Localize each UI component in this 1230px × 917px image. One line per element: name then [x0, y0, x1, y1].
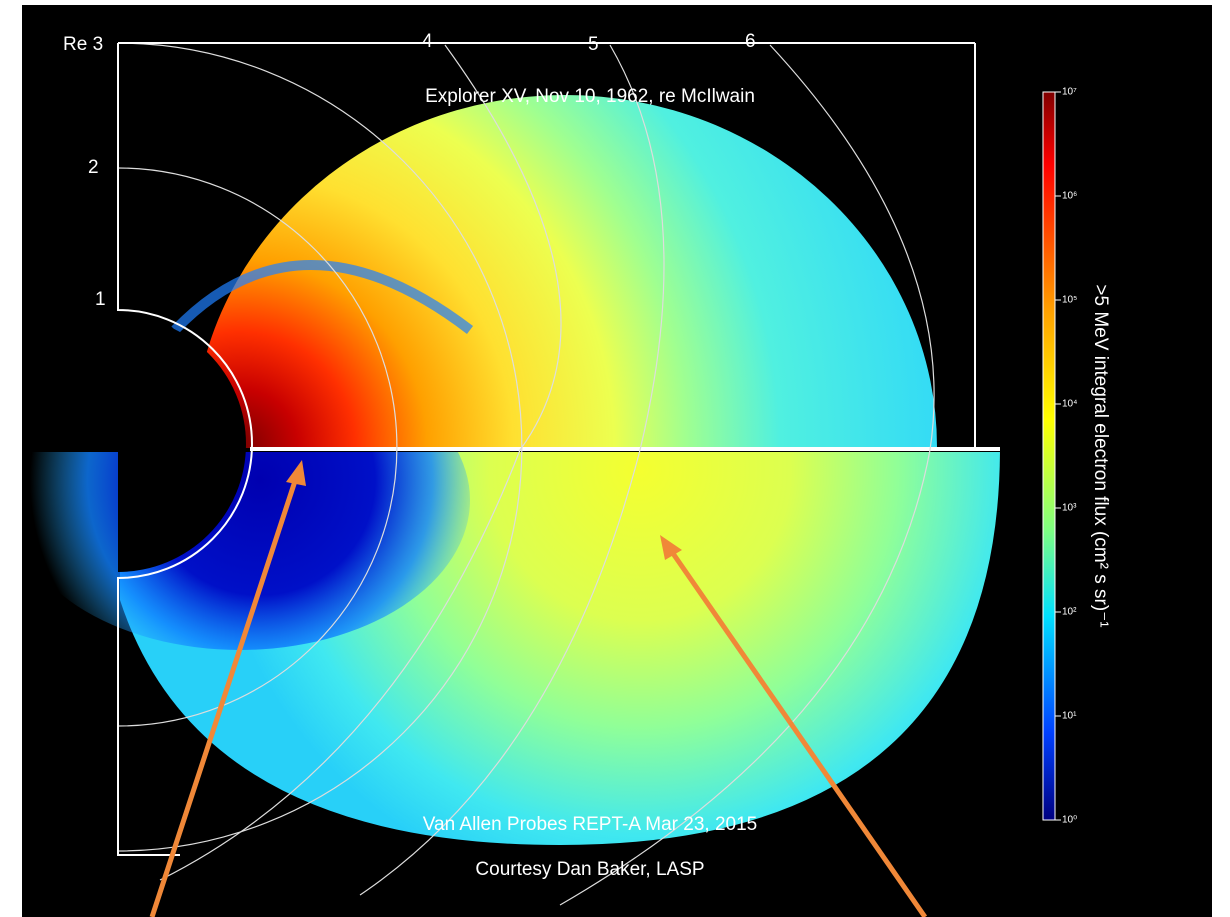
axis-label: 1	[95, 289, 106, 310]
figure: Re 3 2 1 4 5 6 Explorer XV, Nov 10, 1962…	[0, 0, 1230, 917]
credit: Courtesy Dan Baker, LASP	[475, 859, 704, 880]
colorbar-tick-label: 10¹	[1062, 711, 1077, 722]
colorbar-tick-label: 10³	[1062, 503, 1077, 514]
shell-label: 4	[422, 31, 433, 52]
shell-label: 5	[588, 34, 599, 55]
colorbar	[1043, 92, 1055, 820]
colorbar-tick-label: 10⁷	[1062, 87, 1077, 98]
colorbar-tick-label: 10⁵	[1062, 295, 1077, 306]
colorbar-tick-label: 10⁴	[1062, 399, 1077, 410]
colorbar-tick-label: 10²	[1062, 607, 1077, 618]
colorbar-tick-label: 10⁶	[1062, 191, 1077, 202]
bottom-caption: Van Allen Probes REPT-A Mar 23, 2015	[423, 814, 757, 835]
colorbar-title: >5 MeV integral electron flux (cm² s sr)…	[1090, 284, 1111, 627]
colorbar-tick-label: 10⁰	[1062, 815, 1077, 826]
top-caption: Explorer XV, Nov 10, 1962, re McIlwain	[425, 86, 755, 107]
axis-label: 2	[88, 157, 99, 178]
shell-label: 6	[745, 31, 756, 52]
equator-line	[250, 447, 1000, 451]
axis-label: Re 3	[63, 34, 103, 55]
